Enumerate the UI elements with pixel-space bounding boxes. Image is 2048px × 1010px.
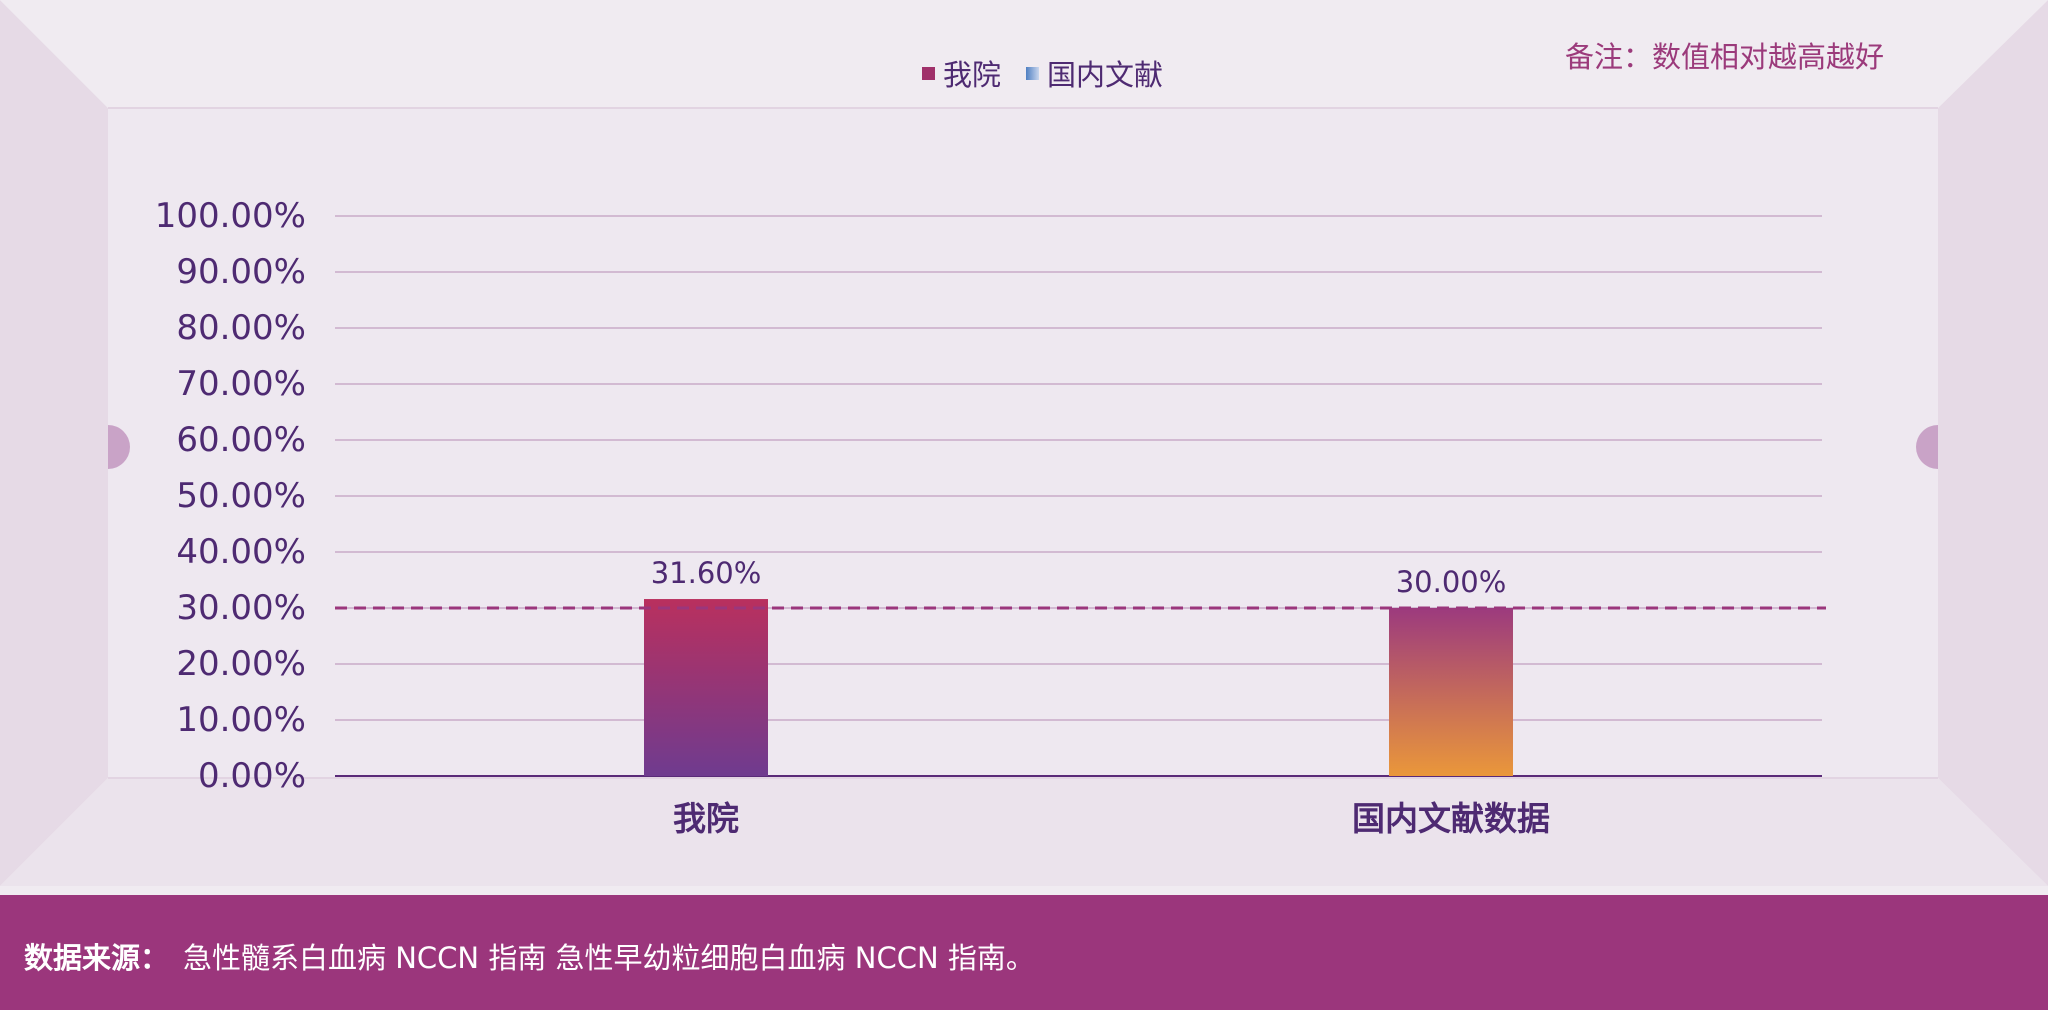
- y-tick-label: 20.00%: [176, 644, 306, 684]
- y-tick-label: 90.00%: [176, 252, 306, 292]
- y-tick-label: 100.00%: [155, 196, 306, 236]
- legend-item-literature: 国内文献: [1026, 52, 1163, 94]
- legend-label-hospital: 我院: [943, 58, 1002, 92]
- bar-value-label: 31.60%: [651, 556, 762, 590]
- y-tick-label: 60.00%: [176, 420, 306, 460]
- y-tick-label: 10.00%: [176, 700, 306, 740]
- source-label: 数据来源：: [24, 941, 170, 975]
- y-tick-label: 0.00%: [198, 756, 306, 796]
- legend-swatch-literature: [1026, 66, 1039, 80]
- legend-swatch-hospital: [922, 66, 935, 80]
- legend-label-literature: 国内文献: [1047, 58, 1164, 92]
- x-category-label: 我院: [673, 799, 739, 838]
- x-category-label: 国内文献数据: [1352, 799, 1550, 838]
- chart-note: 备注：数值相对越高越好: [1564, 40, 1884, 74]
- y-tick-label: 70.00%: [176, 364, 306, 404]
- source-footer: 数据来源： 急性髓系白血病 NCCN 指南 急性早幼粒细胞白血病 NCCN 指南。: [0, 895, 2048, 1010]
- frame-decoration: [0, 0, 2048, 886]
- bar-value-label: 30.00%: [1396, 565, 1507, 599]
- bar: [1389, 608, 1513, 776]
- bar: [644, 599, 768, 776]
- y-tick-label: 30.00%: [176, 588, 306, 628]
- source-text: 数据来源： 急性髓系白血病 NCCN 指南 急性早幼粒细胞白血病 NCCN 指南。: [24, 935, 1035, 977]
- legend-item-hospital: 我院: [922, 52, 1001, 94]
- plot-area: 0.00% 10.00% 20.00% 30.00% 40.00% 50.00% 60.00…: [155, 196, 1826, 838]
- right-tab-decoration: [1916, 425, 1938, 469]
- y-tick-label: 50.00%: [176, 476, 306, 516]
- y-tick-label: 40.00%: [176, 532, 306, 572]
- source-content: 急性髓系白血病 NCCN 指南 急性早幼粒细胞白血病 NCCN 指南。: [183, 941, 1035, 975]
- y-tick-label: 80.00%: [176, 308, 306, 348]
- left-tab-decoration: [108, 425, 130, 469]
